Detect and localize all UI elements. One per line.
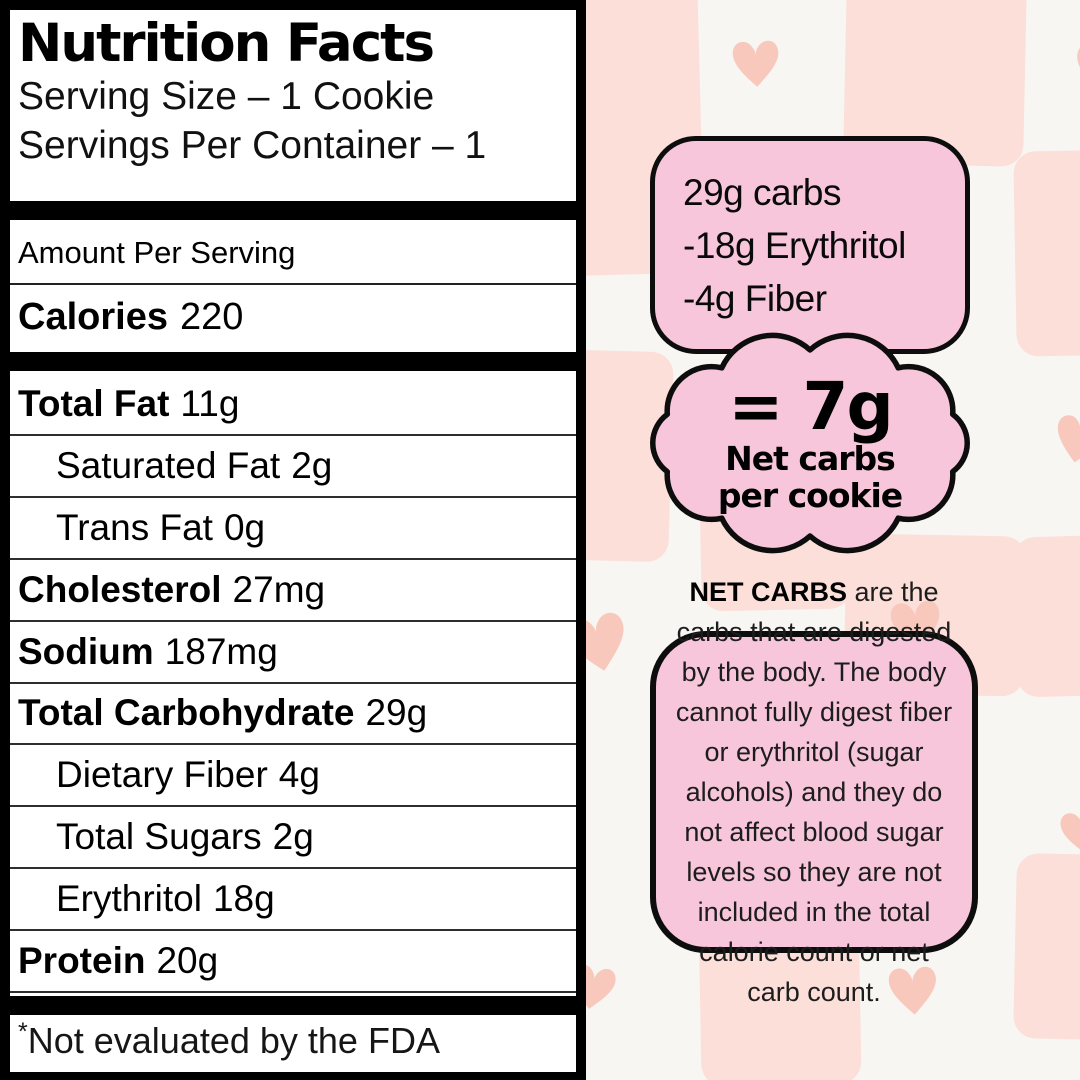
explainer-text: NET CARBS are the carbs that are digeste… <box>674 572 954 1012</box>
separator-bar <box>10 349 576 374</box>
nutrient-row: Sodium 187mg <box>10 622 576 684</box>
cloud-text: = 7g Net carbs per cookie <box>634 322 986 564</box>
heart-icon <box>1049 791 1080 870</box>
nutrient-value: 2g <box>291 444 333 486</box>
nutrient-row: Protein 20g <box>10 931 576 994</box>
footnote-asterisk: * <box>18 1018 28 1046</box>
subtraction-line: -4g Fiber <box>683 277 827 319</box>
cloud-shape <box>650 332 970 554</box>
subtraction-line: 29g carbs <box>683 171 842 213</box>
nutrient-name: Saturated Fat <box>56 444 281 486</box>
nutrient-name: Trans Fat <box>56 506 213 548</box>
nutrient-value: 187mg <box>164 630 278 672</box>
nutrient-row: Total Sugars 2g <box>10 807 576 870</box>
nutrient-name: Erythritol <box>56 878 202 920</box>
carb-subtraction-callout: 29g carbs -18g Erythritol -4g Fiber <box>650 136 970 354</box>
nutrition-facts-label: Nutrition Facts Serving Size – 1 Cookie … <box>0 0 586 1080</box>
nutrient-row: Trans Fat 0g <box>10 498 576 560</box>
heart-icon <box>723 20 789 103</box>
checker-square <box>1013 853 1080 1042</box>
nutrient-value: 4g <box>278 754 320 796</box>
subtraction-line: -18g Erythritol <box>683 224 906 266</box>
amount-per-serving-label: Amount Per Serving <box>18 235 296 270</box>
heart-icon <box>586 593 644 689</box>
nutrient-value: 2g <box>272 816 314 858</box>
explainer-lead: NET CARBS <box>689 577 847 607</box>
pattern-panel: 29g carbs -18g Erythritol -4g Fiber = 7g… <box>586 0 1080 1080</box>
nutrient-row: Cholesterol 27mg <box>10 560 576 622</box>
net-carbs-caption-line2: per cookie <box>717 476 903 515</box>
nutrient-row: Dietary Fiber 4g <box>10 745 576 808</box>
nutrient-row: Saturated Fat 2g <box>10 436 576 498</box>
servings-per-container-line: Servings Per Container – 1 <box>18 123 487 167</box>
heart-icon <box>586 944 628 1029</box>
calories-label: Calories <box>18 295 168 338</box>
nutrient-name: Total Carbohydrate <box>18 692 355 734</box>
heart-icon <box>1042 393 1080 483</box>
nutrient-value: 27mg <box>232 568 326 610</box>
explainer-body: are the carbs that are digested by the b… <box>675 577 953 1007</box>
nutrient-value: 29g <box>365 692 428 734</box>
label-title: Nutrition Facts <box>18 13 435 74</box>
separator-bar <box>10 993 576 1018</box>
checker-square <box>1013 148 1080 357</box>
calories-row: Calories 220 <box>10 285 576 349</box>
nutrient-value: 18g <box>212 878 275 920</box>
serving-size-line: Serving Size – 1 Cookie <box>18 75 435 119</box>
heart-icon <box>878 943 948 1035</box>
footnote: *Not evaluated by the FDA <box>10 1018 576 1072</box>
nutrient-name: Sodium <box>18 630 154 672</box>
nutrient-name: Dietary Fiber <box>56 754 268 796</box>
nutrient-name: Total Sugars <box>56 816 262 858</box>
nutrient-row: Erythritol 18g <box>10 869 576 932</box>
nutrient-rows: Total Fat 11g Saturated Fat 2g Trans Fat… <box>10 374 576 994</box>
nutrient-row: Total Fat 11g <box>10 374 576 436</box>
nutrient-row: Total Carbohydrate 29g <box>10 684 576 746</box>
label-header: Nutrition Facts Serving Size – 1 Cookie … <box>10 10 576 198</box>
net-carbs-caption-line1: Net carbs <box>725 439 896 478</box>
separator-bar <box>10 198 576 223</box>
amount-per-serving-row: Amount Per Serving <box>10 223 576 285</box>
nutrient-name: Protein <box>18 940 146 982</box>
calories-value: 220 <box>179 295 244 338</box>
nutrient-name: Cholesterol <box>18 568 222 610</box>
nutrient-name: Total Fat <box>18 382 170 424</box>
net-carbs-explainer-callout: NET CARBS are the carbs that are digeste… <box>650 577 978 1007</box>
nutrient-value: 20g <box>156 940 219 982</box>
net-carbs-amount: = 7g <box>728 368 893 445</box>
footnote-text: Not evaluated by the FDA <box>27 1020 440 1061</box>
heart-icon <box>1063 24 1080 108</box>
nutrient-value: 0g <box>223 506 266 548</box>
nutrient-value: 11g <box>180 382 240 424</box>
net-carbs-cloud-callout: = 7g Net carbs per cookie <box>634 322 986 564</box>
checker-square <box>1012 532 1080 698</box>
